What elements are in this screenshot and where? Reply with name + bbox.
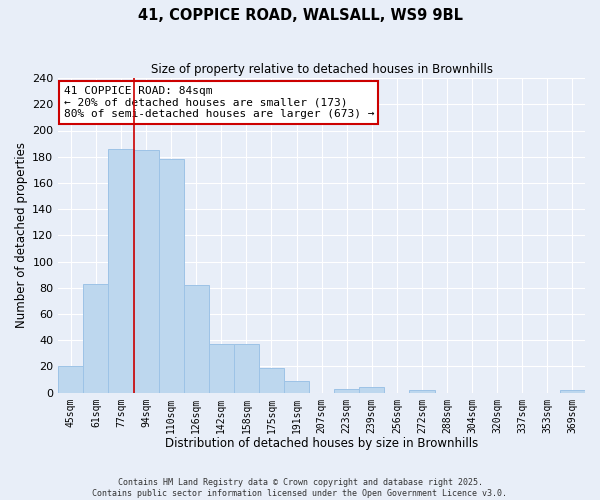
- X-axis label: Distribution of detached houses by size in Brownhills: Distribution of detached houses by size …: [165, 437, 478, 450]
- Y-axis label: Number of detached properties: Number of detached properties: [15, 142, 28, 328]
- Bar: [259, 368, 284, 392]
- Bar: [83, 284, 109, 393]
- Bar: [209, 344, 234, 393]
- Text: 41 COPPICE ROAD: 84sqm
← 20% of detached houses are smaller (173)
80% of semi-de: 41 COPPICE ROAD: 84sqm ← 20% of detached…: [64, 86, 374, 119]
- Bar: [409, 390, 434, 392]
- Bar: [158, 160, 184, 392]
- Bar: [334, 389, 359, 392]
- Text: 41, COPPICE ROAD, WALSALL, WS9 9BL: 41, COPPICE ROAD, WALSALL, WS9 9BL: [137, 8, 463, 22]
- Bar: [134, 150, 158, 392]
- Bar: [184, 285, 209, 393]
- Bar: [284, 381, 309, 392]
- Text: Contains HM Land Registry data © Crown copyright and database right 2025.
Contai: Contains HM Land Registry data © Crown c…: [92, 478, 508, 498]
- Bar: [560, 390, 585, 392]
- Title: Size of property relative to detached houses in Brownhills: Size of property relative to detached ho…: [151, 62, 493, 76]
- Bar: [234, 344, 259, 393]
- Bar: [58, 366, 83, 392]
- Bar: [109, 149, 134, 392]
- Bar: [359, 388, 385, 392]
